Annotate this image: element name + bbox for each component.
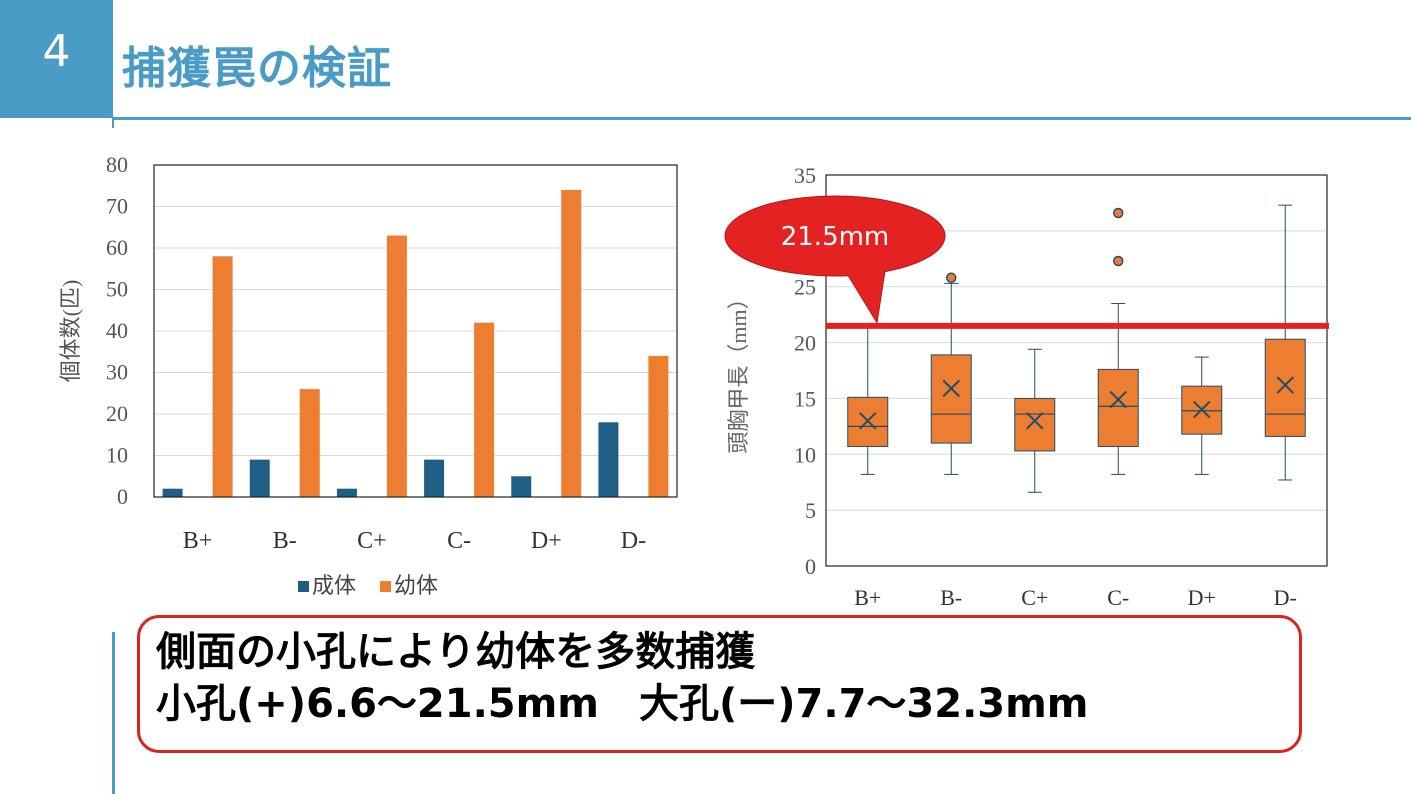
- y-tick-label: 15: [794, 386, 816, 411]
- box-plot-y-label: 頭胸甲長（mm）: [726, 287, 751, 453]
- legend-swatch-juvenile: [380, 581, 391, 592]
- outlier-point: [1113, 255, 1124, 267]
- summary-line-2: 小孔(+)6.6～21.5mm 大孔(ー)7.7～32.3mm: [156, 681, 1089, 727]
- bar-chart-x-ticks: B+ B- C+ C- D+ D-: [183, 528, 646, 554]
- y-tick-label: 0: [805, 554, 816, 579]
- box-iqr: [1097, 368, 1139, 447]
- y-tick-label: 35: [794, 163, 816, 188]
- x-tick-label: D+: [1188, 585, 1216, 610]
- x-tick-label: C+: [357, 528, 387, 554]
- box-C+: [1014, 348, 1056, 493]
- box-D+: [1181, 356, 1223, 475]
- x-tick-label: C-: [1107, 585, 1129, 610]
- bar-chart-y-ticks: 0 10 20 30 40 50 60 70 80: [106, 152, 128, 509]
- mean-marker: [1193, 400, 1211, 419]
- x-tick-label: B-: [273, 528, 297, 554]
- bar-chart-gridlines: [154, 206, 677, 456]
- y-tick-label: 20: [106, 401, 128, 426]
- x-tick-label: C-: [447, 528, 471, 554]
- x-tick-label: B+: [183, 528, 213, 554]
- bar-juvenile: [474, 322, 495, 497]
- x-tick-label: B+: [854, 585, 881, 610]
- summary-line-1: 側面の小孔により幼体を多数捕獲: [156, 629, 756, 675]
- y-tick-label: 40: [106, 318, 128, 343]
- mean-marker: [1026, 412, 1044, 430]
- legend-swatch-adult: [298, 581, 309, 592]
- y-tick-label: 20: [794, 331, 816, 356]
- bar-adult: [249, 459, 270, 497]
- outlier-point: [1113, 207, 1124, 219]
- slide-title: 捕獲罠の検証: [122, 43, 392, 94]
- box-plot-chart: 05101520253035 B+B-C+C-D+D- 頭胸甲長（mm） 21.…: [724, 163, 1329, 610]
- box-plot-gridlines: [826, 230, 1327, 511]
- bar-juvenile: [561, 189, 582, 497]
- y-tick-label: 25: [794, 275, 816, 300]
- title-underline: [113, 117, 1411, 120]
- box-iqr: [930, 354, 972, 444]
- bar-chart-bars: [162, 189, 669, 498]
- bar-juvenile: [299, 389, 320, 497]
- x-tick-label: D-: [1274, 585, 1297, 610]
- legend-label-juvenile: 幼体: [394, 573, 438, 598]
- bar-adult: [598, 422, 619, 497]
- x-tick-label: D-: [621, 528, 646, 554]
- box-D-: [1264, 204, 1306, 481]
- bar-chart: 0 10 20 30 40 50 60 70 80 B+ B- C+ C- D+ D- 個体数(匹) 成体…: [58, 152, 678, 598]
- box-B+: [847, 325, 889, 475]
- mean-marker: [859, 412, 877, 430]
- bar-chart-y-label: 個体数(匹): [58, 280, 83, 383]
- bar-juvenile: [386, 235, 407, 498]
- bar-adult: [336, 488, 357, 497]
- slide-number: 4: [0, 0, 113, 118]
- y-tick-label: 5: [805, 498, 816, 523]
- y-tick-label: 80: [106, 152, 128, 177]
- summary-box: 側面の小孔により幼体を多数捕獲 小孔(+)6.6～21.5mm 大孔(ー)7.7…: [137, 615, 1302, 753]
- y-tick-label: 0: [117, 484, 128, 509]
- legend-label-adult: 成体: [312, 573, 356, 598]
- left-accent-rule: [112, 632, 115, 794]
- bar-adult: [424, 459, 445, 497]
- box-plot-boxes: [847, 204, 1306, 493]
- box-plot-plot-frame: [825, 174, 1328, 567]
- x-tick-label: B-: [940, 585, 962, 610]
- bar-chart-plot-frame: [153, 164, 678, 498]
- y-tick-label: 60: [106, 235, 128, 260]
- y-tick-label: 50: [106, 277, 128, 302]
- callout-bubble: [724, 195, 946, 325]
- mean-marker: [1276, 376, 1294, 394]
- bar-adult: [162, 488, 183, 497]
- x-tick-label: D+: [531, 528, 562, 554]
- x-tick-label: C+: [1021, 585, 1048, 610]
- bar-adult: [511, 476, 532, 497]
- box-C-: [1097, 207, 1139, 475]
- mean-marker: [1109, 390, 1127, 409]
- y-tick-label: 10: [106, 443, 128, 468]
- mean-marker: [942, 379, 960, 398]
- box-iqr: [1264, 338, 1306, 437]
- outlier-point: [946, 272, 957, 284]
- bar-chart-legend: 成体 幼体: [298, 573, 438, 598]
- threshold-callout: 21.5mm: [724, 195, 946, 325]
- bar-juvenile: [212, 256, 233, 497]
- y-tick-label: 30: [106, 360, 128, 385]
- left-accent-tick: [112, 118, 114, 128]
- bar-juvenile: [648, 355, 669, 497]
- callout-label: 21.5mm: [781, 222, 890, 252]
- box-B-: [930, 272, 972, 475]
- box-plot-x-ticks: B+ B- C+ C- D+ D-: [854, 585, 1297, 610]
- y-tick-label: 70: [106, 194, 128, 219]
- box-iqr: [1014, 397, 1056, 452]
- y-tick-label: 10: [794, 442, 816, 467]
